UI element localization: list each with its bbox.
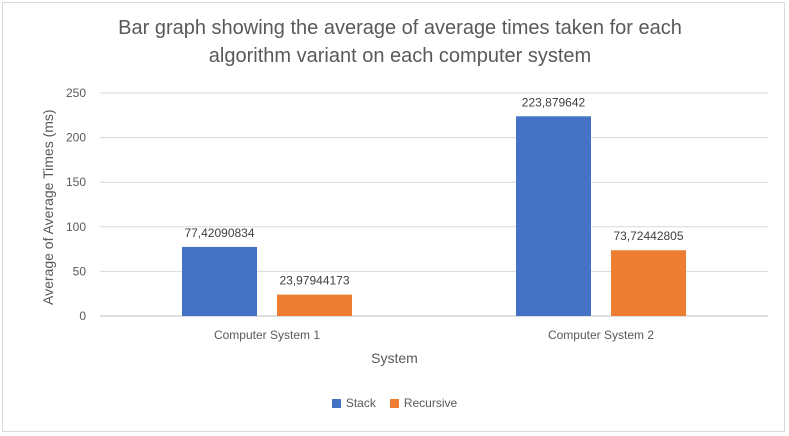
data-label: 223,879642 (522, 95, 586, 109)
y-tick-label: 150 (66, 175, 86, 189)
x-axis-label: System (371, 350, 418, 366)
legend-label-recursive: Recursive (403, 396, 458, 410)
chart-frame (2, 2, 785, 432)
bar (516, 116, 591, 316)
chart-title: Bar graph showing the average of average… (118, 17, 682, 67)
data-label: 73,72442805 (613, 229, 683, 243)
bar (182, 246, 257, 316)
y-tick-label: 0 (79, 309, 86, 323)
legend-item-recursive: Recursive (389, 396, 458, 410)
bar (277, 294, 352, 316)
y-tick-label: 200 (66, 131, 86, 145)
y-tick-label: 250 (66, 86, 86, 100)
legend: Stack Recursive (0, 396, 789, 410)
legend-item-stack: Stack (331, 396, 376, 410)
legend-swatch-stack (331, 398, 341, 408)
data-label: 23,97944173 (279, 274, 349, 288)
legend-label-stack: Stack (345, 396, 376, 410)
legend-swatch-recursive (389, 398, 399, 408)
bar (611, 250, 686, 316)
x-tick-label: Computer System 1 (214, 328, 320, 342)
y-tick-label: 50 (73, 264, 87, 278)
data-label: 77,42090834 (184, 226, 254, 240)
x-tick-label: Computer System 2 (548, 328, 654, 342)
y-tick-label: 100 (66, 220, 86, 234)
